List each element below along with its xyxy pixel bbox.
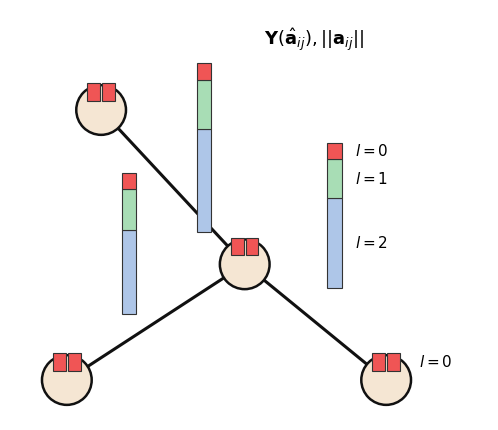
- Circle shape: [361, 355, 411, 405]
- Bar: [68, 353, 81, 371]
- Bar: [197, 63, 211, 80]
- Text: $\mathbf{Y}(\hat{\mathbf{a}}_{ij}), ||\mathbf{a}_{ij}||$: $\mathbf{Y}(\hat{\mathbf{a}}_{ij}), ||\m…: [264, 26, 364, 53]
- Text: $l = 0$: $l = 0$: [419, 354, 453, 370]
- Bar: [328, 143, 342, 159]
- Bar: [246, 238, 258, 255]
- Bar: [102, 83, 115, 101]
- Bar: [197, 80, 211, 129]
- Text: $l = 0$: $l = 0$: [355, 143, 388, 159]
- Bar: [328, 198, 342, 288]
- Bar: [53, 353, 66, 371]
- Bar: [88, 83, 100, 101]
- Bar: [122, 230, 136, 313]
- Bar: [387, 353, 400, 371]
- Bar: [122, 189, 136, 230]
- Bar: [122, 173, 136, 189]
- Bar: [231, 238, 244, 255]
- Bar: [328, 159, 342, 198]
- Text: $l = 2$: $l = 2$: [355, 235, 388, 251]
- Bar: [373, 353, 385, 371]
- Text: $l = 1$: $l = 1$: [355, 171, 388, 187]
- Circle shape: [220, 240, 269, 289]
- Circle shape: [42, 355, 92, 405]
- Bar: [197, 129, 211, 232]
- Circle shape: [76, 85, 126, 135]
